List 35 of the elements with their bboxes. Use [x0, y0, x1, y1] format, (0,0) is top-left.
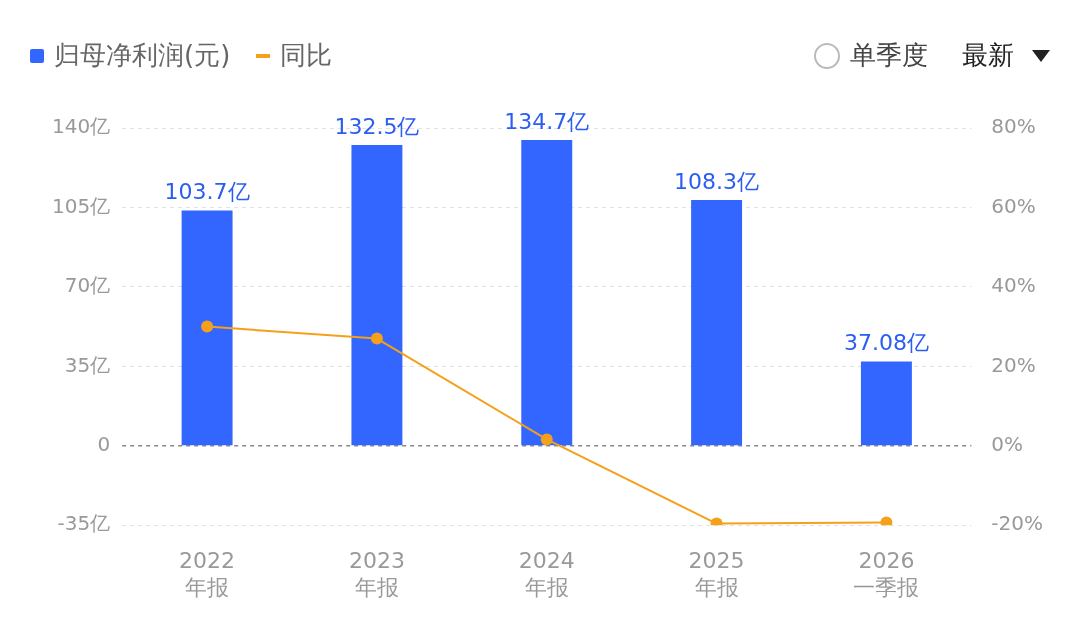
bar: [351, 145, 403, 446]
y2-tick-label: 20%: [991, 352, 1036, 377]
y-tick-label: 140亿: [51, 114, 111, 139]
point: [880, 516, 893, 526]
x-tick-label: 2025 年报: [688, 548, 745, 600]
point: [540, 433, 553, 446]
y2-tick-label: 80%: [991, 114, 1036, 139]
bar: [521, 140, 573, 446]
text: 最新: [962, 39, 1014, 72]
y2-tick-label: 60%: [991, 193, 1036, 218]
y-tick-label: -35亿: [57, 511, 111, 536]
y-tick-label: 105亿: [51, 193, 111, 218]
data-label: 134.7亿: [504, 108, 590, 134]
data-label: 132.5亿: [334, 113, 420, 139]
x-tick-label: 2022 年报: [179, 548, 236, 600]
bar: [181, 210, 233, 446]
data-label: 108.3亿: [674, 168, 760, 194]
y2-tick-label: 0%: [991, 431, 1024, 456]
point: [370, 332, 383, 345]
y2-tick-label: -20%: [991, 511, 1043, 536]
x-tick-label: 2026 一季报: [853, 548, 920, 600]
legend-label: 归母净利润(元): [54, 39, 231, 72]
x-tick-label: 2024 年报: [518, 548, 575, 600]
legend-label: 同比: [280, 39, 333, 72]
y-tick-label: 70亿: [64, 273, 111, 298]
bar: [691, 199, 743, 446]
y-tick-label: 35亿: [64, 352, 111, 377]
y-tick-label: 0: [97, 431, 111, 456]
x-tick-label: 2023 年报: [348, 548, 405, 600]
point: [201, 320, 214, 333]
text: 单季度: [850, 39, 928, 72]
data-label: 37.08亿: [843, 330, 929, 356]
y2-tick-label: 40%: [991, 273, 1036, 298]
data-label: 103.7亿: [164, 179, 250, 205]
bar: [860, 361, 912, 446]
